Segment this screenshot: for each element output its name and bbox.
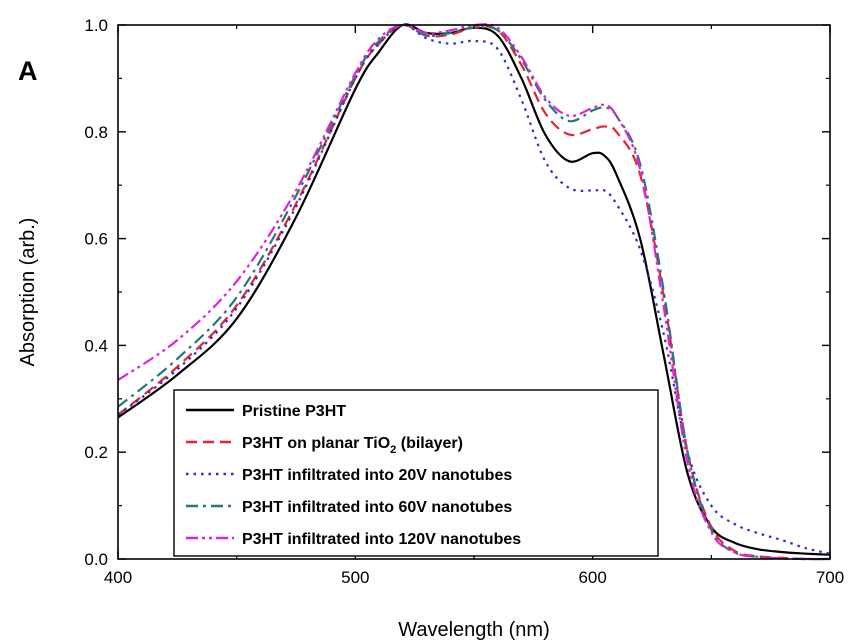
y-tick-label: 1.0: [84, 16, 108, 35]
legend-label-5: P3HT infiltrated into 120V nanotubes: [242, 531, 521, 548]
panel-label: A: [18, 56, 38, 86]
series-line-3: [117, 23, 831, 555]
x-tick-label: 400: [104, 568, 132, 587]
series-layer: [117, 23, 831, 561]
y-axis-title: Absorption (arb.): [17, 218, 39, 367]
legend-box: [173, 389, 659, 557]
legend-label-4: P3HT infiltrated into 60V nanotubes: [242, 499, 512, 516]
series-line-5: [117, 23, 831, 561]
legend-label-3: P3HT infiltrated into 20V nanotubes: [242, 467, 512, 484]
legend: Pristine P3HT P3HT on planar TiO2 (bilaye…: [173, 389, 659, 557]
ticks-layer: 400 500 600 700 0.0 0.2 0.4 0.6 0.8 1.0: [84, 16, 844, 587]
x-axis-title: Wavelength (nm): [398, 619, 550, 641]
series-line-1: [117, 23, 831, 556]
x-tick-label: 500: [341, 568, 369, 587]
y-tick-label: 0.0: [84, 550, 108, 569]
y-tick-label: 0.2: [84, 443, 108, 462]
x-tick-label: 600: [578, 568, 606, 587]
legend-label-1: Pristine P3HT: [242, 403, 346, 420]
legend-label-2: P3HT on planar TiO2 (bilayer): [242, 435, 463, 456]
series-line-2: [117, 23, 831, 561]
y-tick-label: 0.8: [84, 123, 108, 142]
legend-items: Pristine P3HT P3HT on planar TiO2 (bilaye…: [186, 403, 521, 548]
y-tick-label: 0.4: [84, 336, 108, 355]
y-tick-label: 0.6: [84, 230, 108, 249]
x-tick-label: 700: [816, 568, 844, 587]
